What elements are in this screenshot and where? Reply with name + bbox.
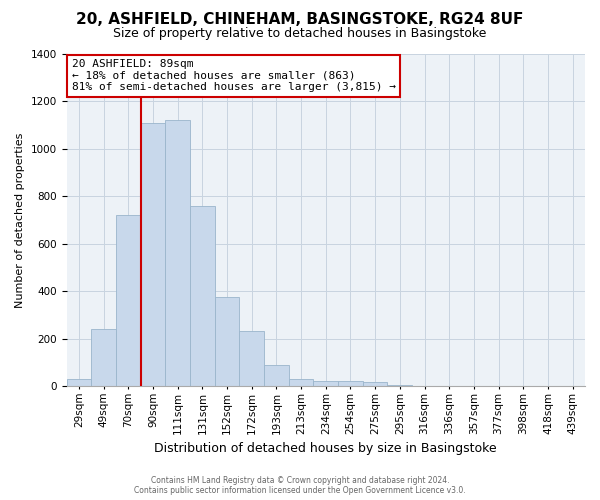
- Bar: [116, 216, 140, 386]
- Bar: [140, 123, 165, 386]
- Bar: [165, 120, 190, 386]
- Bar: [215, 297, 239, 386]
- Bar: [313, 381, 338, 386]
- Bar: [363, 382, 388, 386]
- Bar: [264, 364, 289, 386]
- Text: Size of property relative to detached houses in Basingstoke: Size of property relative to detached ho…: [113, 28, 487, 40]
- Bar: [289, 379, 313, 386]
- Bar: [190, 206, 215, 386]
- Text: 20 ASHFIELD: 89sqm
← 18% of detached houses are smaller (863)
81% of semi-detach: 20 ASHFIELD: 89sqm ← 18% of detached hou…: [72, 59, 396, 92]
- Bar: [91, 329, 116, 386]
- Y-axis label: Number of detached properties: Number of detached properties: [15, 132, 25, 308]
- Bar: [338, 381, 363, 386]
- X-axis label: Distribution of detached houses by size in Basingstoke: Distribution of detached houses by size …: [154, 442, 497, 455]
- Text: 20, ASHFIELD, CHINEHAM, BASINGSTOKE, RG24 8UF: 20, ASHFIELD, CHINEHAM, BASINGSTOKE, RG2…: [76, 12, 524, 28]
- Bar: [388, 385, 412, 386]
- Text: Contains HM Land Registry data © Crown copyright and database right 2024.
Contai: Contains HM Land Registry data © Crown c…: [134, 476, 466, 495]
- Bar: [67, 379, 91, 386]
- Bar: [239, 332, 264, 386]
